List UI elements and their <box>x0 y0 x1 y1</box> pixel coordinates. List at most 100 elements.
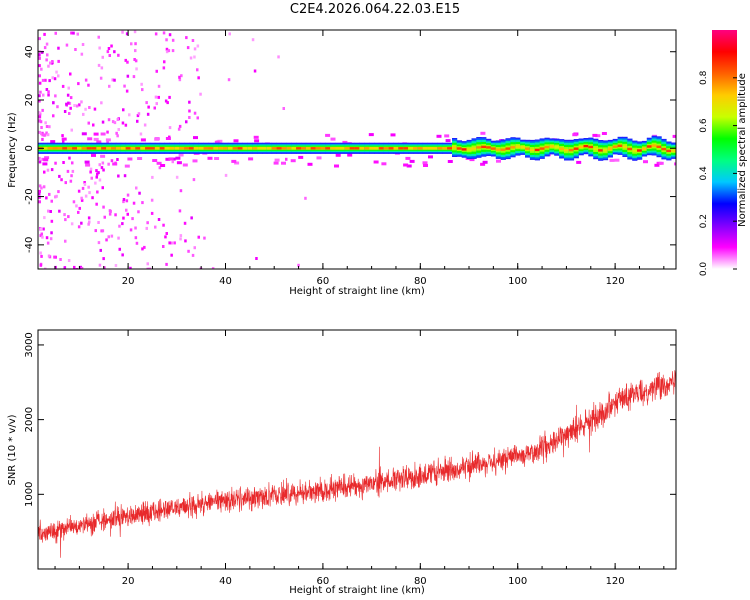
heatmap-scatter-cell <box>157 95 160 99</box>
heatmap-peak-cell <box>437 147 443 150</box>
heatmap-peak-cell <box>203 147 209 150</box>
heatmap-scatter-cell <box>62 161 65 164</box>
heatmap-scatter-cell <box>98 163 101 167</box>
heatmap-scatter-cell <box>101 229 105 233</box>
heatmap-peak-cell <box>111 147 117 150</box>
heatmap-scatter-cell <box>126 212 129 216</box>
heatmap-scatter-cell <box>122 216 125 220</box>
heatmap-scatter-cell <box>40 67 43 71</box>
heatmap-scatter-cell <box>190 216 193 220</box>
heatmap-scatter-cell <box>162 31 166 35</box>
heatmap-scatter-cell <box>136 119 139 123</box>
heatmap-haze-cell <box>165 137 171 140</box>
heatmap-band-edge <box>325 152 331 154</box>
x-tick-label: 100 <box>508 276 527 287</box>
heatmap-scatter-cell <box>146 221 149 225</box>
heatmap-band-edge <box>534 139 540 141</box>
heatmap-scatter-cell <box>122 198 126 201</box>
spectrogram-x-label: Height of straight line (km) <box>289 286 425 297</box>
heatmap-band-edge <box>227 152 234 154</box>
heatmap-scatter-cell <box>117 128 120 131</box>
heatmap-band-edge <box>150 152 156 154</box>
heatmap-band-edge <box>179 142 185 144</box>
x-tick-label: 80 <box>414 576 427 587</box>
spectrogram-y-label: Frequency (Hz) <box>7 112 18 188</box>
heatmap-band-edge <box>154 142 161 144</box>
heatmap-scatter-cell <box>117 236 120 240</box>
heatmap-scatter-cell <box>196 68 199 72</box>
heatmap-haze-cell <box>576 160 582 164</box>
heatmap-band-edge <box>42 152 49 154</box>
heatmap-band-edge <box>559 157 565 159</box>
heatmap-scatter-cell <box>185 120 188 124</box>
heatmap-scatter-cell <box>67 259 71 262</box>
heatmap-scatter-cell <box>123 84 126 88</box>
heatmap-scatter-cell <box>53 255 56 259</box>
heatmap-scatter-cell <box>107 118 111 122</box>
heatmap-scatter-cell <box>40 126 43 129</box>
heatmap-scatter-cell <box>71 169 75 173</box>
heatmap-scatter-cell <box>50 219 54 223</box>
heatmap-band-edge <box>223 142 229 144</box>
heatmap-scatter-cell <box>253 69 257 73</box>
heatmap-band-edge <box>476 137 482 139</box>
heatmap-scatter-cell <box>40 227 43 231</box>
heatmap-scatter-cell <box>105 238 108 242</box>
heatmap-band-edge <box>607 139 613 142</box>
heatmap-scatter-cell <box>43 170 46 174</box>
heatmap-band-edge <box>169 142 175 144</box>
heatmap-scatter-cell <box>45 58 48 62</box>
heatmap-peak-cell <box>189 147 195 150</box>
heatmap-peak-cell <box>622 145 628 149</box>
heatmap-band-edge <box>661 138 667 141</box>
heatmap-band-edge <box>622 136 628 138</box>
heatmap-band-edge <box>564 139 570 141</box>
heatmap-band-edge <box>676 156 681 157</box>
heatmap-scatter-cell <box>83 182 87 186</box>
heatmap-scatter-cell <box>178 209 182 213</box>
heatmap-haze-cell <box>178 153 184 157</box>
heatmap-scatter-cell <box>57 59 60 63</box>
heatmap-scatter-cell <box>143 123 147 127</box>
heatmap-scatter-cell <box>53 77 57 81</box>
heatmap-scatter-cell <box>80 100 83 104</box>
heatmap-haze-cell <box>137 157 143 160</box>
heatmap-scatter-cell <box>97 63 101 67</box>
chart-title: C2E4.2026.064.22.03.E15 <box>289 2 461 17</box>
snr-series-line <box>38 370 676 558</box>
heatmap-band-edge <box>340 152 346 154</box>
heatmap-peak-cell <box>271 147 277 150</box>
heatmap-peak-cell <box>447 147 453 150</box>
heatmap-band-edge <box>315 142 321 144</box>
heatmap-peak-cell <box>266 147 273 150</box>
heatmap-haze-cell <box>423 164 428 167</box>
heatmap-scatter-cell <box>43 216 46 220</box>
heatmap-scatter-cell <box>95 202 98 206</box>
y-tick-label: 1000 <box>24 482 35 507</box>
y-tick-label: 2000 <box>24 407 35 432</box>
heatmap-scatter-cell <box>102 168 105 172</box>
heatmap-band-edge <box>383 152 389 154</box>
heatmap-scatter-cell <box>69 106 72 110</box>
heatmap-scatter-cell <box>77 225 81 229</box>
heatmap-haze-cell <box>281 161 286 165</box>
heatmap-scatter-cell <box>41 157 44 161</box>
heatmap-band-edge <box>359 142 365 144</box>
heatmap-peak-cell <box>651 144 657 147</box>
heatmap-peak-cell <box>310 147 316 150</box>
heatmap-scatter-cell <box>54 31 57 35</box>
x-tick-label: 100 <box>508 576 527 587</box>
heatmap-band-edge <box>525 156 531 158</box>
heatmap-peak-cell <box>193 147 199 150</box>
heatmap-band-edge <box>47 152 53 154</box>
heatmap-scatter-cell <box>70 31 73 35</box>
heatmap-band-edge <box>52 152 58 154</box>
heatmap-band-cell <box>676 145 681 153</box>
heatmap-scatter-cell <box>38 192 41 196</box>
heatmap-haze-cell <box>43 158 49 162</box>
heatmap-band-edge <box>271 142 277 144</box>
heatmap-peak-cell <box>568 148 575 152</box>
heatmap-scatter-cell <box>49 210 52 213</box>
heatmap-scatter-cell <box>45 125 49 128</box>
heatmap-band-edge <box>344 152 350 154</box>
